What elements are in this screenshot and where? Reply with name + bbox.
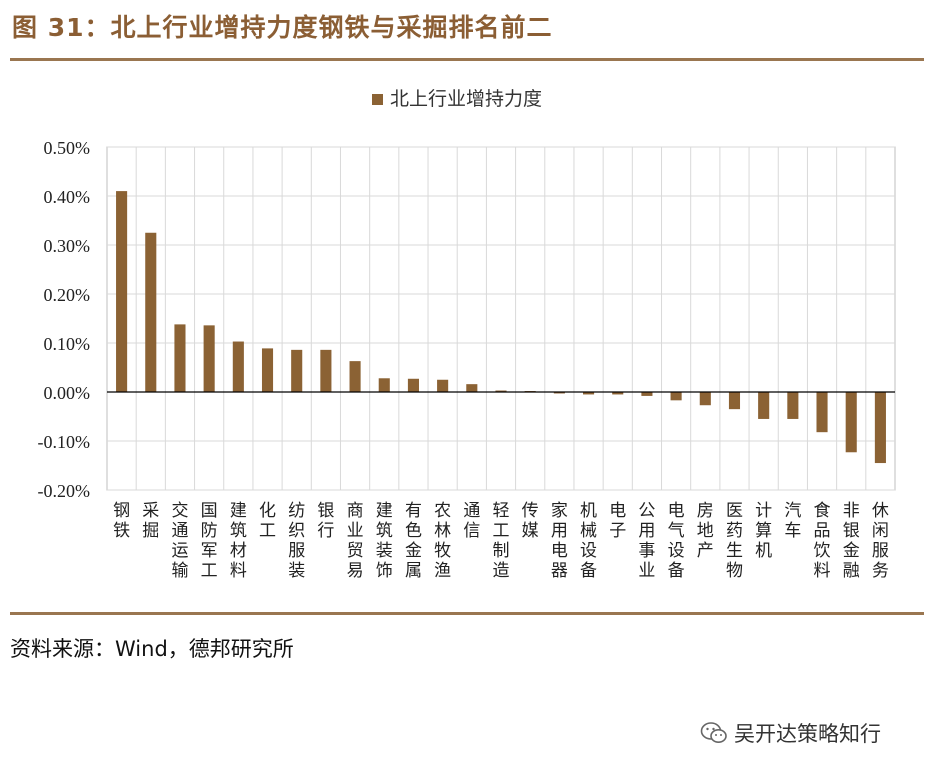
bar — [553, 392, 565, 394]
bar — [728, 392, 741, 410]
x-tick-label: 有色金属 — [405, 501, 422, 581]
plot-area — [106, 146, 896, 491]
x-tick-label: 房地产 — [697, 501, 714, 561]
x-tick-label: 电气设备 — [668, 501, 685, 581]
bar — [495, 390, 507, 392]
bar — [291, 349, 303, 392]
legend-swatch — [372, 94, 383, 105]
x-tick-label: 银行 — [317, 501, 334, 541]
watermark: 吴开达策略知行 — [700, 718, 881, 748]
x-tick-label: 化工 — [259, 501, 276, 541]
top-divider — [10, 58, 924, 61]
y-tick-label: 0.20% — [44, 285, 91, 305]
legend-label: 北上行业增持力度 — [390, 88, 542, 110]
wechat-icon — [700, 722, 727, 743]
bar — [466, 384, 478, 392]
x-tick-label: 食品饮料 — [814, 501, 831, 581]
bar-chart: 0.50% 0.40% 0.30% 0.20% 0.10% 0.00% -0.10% -0.2… — [38, 88, 896, 581]
x-tick-label: 建筑装饰 — [376, 501, 393, 581]
y-tick-label: 0.50% — [44, 138, 91, 158]
x-tick-label: 电子 — [609, 501, 626, 541]
bar — [612, 392, 624, 395]
y-tick-label: 0.10% — [44, 334, 91, 354]
bar — [145, 232, 157, 392]
bar — [874, 392, 886, 464]
bar — [758, 392, 770, 419]
x-tick-label: 建筑材料 — [230, 501, 247, 581]
bottom-divider — [10, 612, 924, 615]
bar — [232, 341, 244, 392]
y-tick-label: -0.10% — [38, 432, 91, 452]
x-tick-label: 公用事业 — [638, 501, 655, 581]
bar — [203, 325, 215, 392]
source-note: 资料来源：Wind，德邦研究所 — [10, 637, 294, 661]
x-tick-label: 商业贸易 — [347, 501, 364, 581]
bar — [816, 392, 828, 433]
y-tick-label: 0.40% — [44, 187, 91, 207]
x-tick-label: 家用电器 — [551, 501, 568, 581]
y-tick-label: -0.20% — [38, 481, 91, 501]
x-tick-label: 传媒 — [522, 501, 539, 541]
x-tick-label: 机械设备 — [580, 501, 597, 581]
bar — [845, 392, 857, 453]
bar — [670, 392, 682, 401]
x-tick-label: 休闲服务 — [872, 501, 889, 581]
bar — [641, 392, 653, 396]
x-tick-label: 非银金融 — [843, 501, 860, 581]
x-tick-label: 纺织服装 — [288, 501, 305, 581]
bar — [699, 392, 711, 406]
bar — [320, 349, 332, 392]
x-tick-label: 国防军工 — [201, 501, 218, 581]
x-tick-label: 采掘 — [142, 501, 159, 541]
y-tick-label: 0.30% — [44, 236, 91, 256]
bar — [261, 348, 274, 392]
x-tick-label: 医药生物 — [726, 501, 743, 581]
x-tick-label: 汽车 — [784, 501, 801, 541]
bar — [378, 378, 390, 392]
x-tick-label: 计算机 — [755, 501, 772, 561]
y-tick-label: 0.00% — [44, 383, 91, 403]
figure-title: 图 31：北上行业增持力度钢铁与采掘排名前二 — [12, 13, 553, 42]
bar — [583, 392, 595, 395]
bar — [407, 378, 419, 392]
x-tick-label: 钢铁 — [113, 501, 130, 541]
bar — [437, 379, 449, 392]
bar — [174, 324, 186, 392]
watermark-text: 吴开达策略知行 — [734, 722, 881, 746]
bar — [787, 392, 799, 419]
bar — [349, 361, 361, 392]
x-tick-label: 轻工制造 — [493, 501, 510, 581]
bar — [116, 191, 128, 392]
x-tick-label: 通信 — [463, 501, 480, 541]
x-tick-label: 农林牧渔 — [434, 501, 451, 581]
x-tick-label: 交通运输 — [171, 501, 188, 581]
